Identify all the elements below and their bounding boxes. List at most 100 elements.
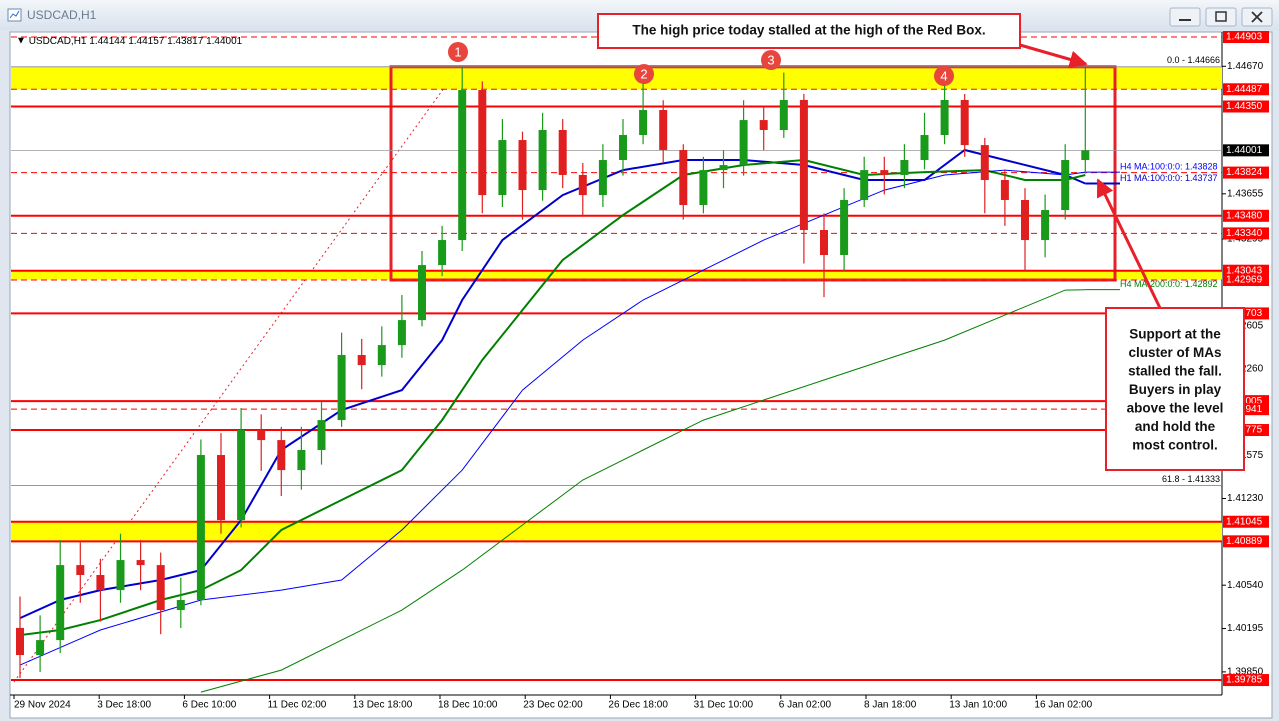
support-zone bbox=[11, 66, 1222, 90]
x-tick-label: 29 Nov 2024 bbox=[14, 700, 71, 711]
current-price-label: 1.44001 bbox=[1226, 145, 1263, 156]
support-zone bbox=[11, 270, 1222, 281]
level-label-bg bbox=[1223, 166, 1269, 179]
candle-body bbox=[458, 90, 467, 241]
candle-body bbox=[237, 430, 246, 521]
peak-marker bbox=[634, 64, 654, 84]
candle-body bbox=[880, 170, 889, 175]
candle-body bbox=[759, 120, 768, 130]
peak-marker-label: 3 bbox=[767, 52, 774, 67]
current-price-bg bbox=[1223, 144, 1269, 157]
level-label-bg bbox=[1223, 674, 1269, 687]
candle-body bbox=[1000, 179, 1009, 200]
y-tick-label: 1.43655 bbox=[1227, 188, 1264, 199]
candle-body bbox=[1041, 210, 1050, 241]
candle-body bbox=[16, 627, 24, 656]
candle-body bbox=[116, 560, 125, 591]
candle-body bbox=[337, 355, 346, 421]
level-label: 1.39785 bbox=[1226, 675, 1263, 686]
candle-body bbox=[779, 99, 788, 130]
candle-body bbox=[277, 440, 286, 471]
candle-body bbox=[196, 455, 205, 601]
y-tick-label: 1.42605 bbox=[1227, 320, 1264, 331]
level-label: 1.44903 bbox=[1226, 32, 1263, 43]
candle-body bbox=[1081, 150, 1090, 161]
level-label: 1.41045 bbox=[1226, 516, 1263, 527]
candle-body bbox=[56, 565, 65, 641]
candle-body bbox=[679, 149, 688, 206]
moving-average bbox=[19, 148, 1086, 620]
level-label-bg bbox=[1223, 227, 1269, 240]
annotation-line: above the level bbox=[1127, 401, 1224, 416]
candle-body bbox=[357, 355, 366, 366]
moving-average bbox=[19, 158, 1086, 637]
top-annotation: The high price today stalled at the high… bbox=[597, 13, 1088, 69]
candle-body bbox=[156, 565, 165, 611]
minimize-button[interactable] bbox=[1169, 7, 1201, 27]
annotation-line: cluster of MAs bbox=[1128, 345, 1221, 360]
x-tick-label: 8 Jan 18:00 bbox=[864, 700, 917, 711]
y-tick-label: 1.44670 bbox=[1227, 61, 1264, 72]
candle-body bbox=[659, 110, 668, 150]
candle-body bbox=[257, 430, 266, 441]
ohlc-close: 1.44001 bbox=[206, 36, 243, 47]
window-icon-glyph bbox=[9, 10, 20, 19]
x-tick-label: 23 Dec 02:00 bbox=[523, 700, 583, 711]
candle-body bbox=[799, 99, 808, 231]
y-tick-label: 1.40540 bbox=[1227, 580, 1264, 591]
fib-label: 61.8 - 1.41333 bbox=[1162, 474, 1220, 484]
level-label: 1.43043 bbox=[1226, 265, 1263, 276]
candle-body bbox=[980, 145, 989, 180]
candle-body bbox=[96, 575, 105, 591]
candle-body bbox=[297, 450, 306, 471]
maximize-button[interactable] bbox=[1205, 7, 1237, 27]
candle-body bbox=[699, 170, 708, 206]
candle-body bbox=[76, 565, 85, 576]
ohlc-open: 1.44144 bbox=[89, 36, 126, 47]
candle-body bbox=[940, 99, 949, 136]
x-tick-label: 18 Dec 10:00 bbox=[438, 700, 498, 711]
peak-marker bbox=[448, 42, 468, 62]
background-layer bbox=[11, 36, 1222, 682]
candle-body bbox=[920, 135, 929, 161]
candle-body bbox=[438, 240, 447, 266]
candle-body bbox=[418, 265, 426, 321]
y-tick-label: 1.41575 bbox=[1227, 450, 1264, 461]
candle-body bbox=[176, 600, 185, 611]
candle-body bbox=[397, 320, 406, 346]
level-label-bg bbox=[1223, 31, 1269, 44]
fib-label: 0.0 - 1.44666 bbox=[1167, 55, 1220, 65]
peak-markers: 1 2 3 4 bbox=[448, 42, 954, 86]
level-label-bg bbox=[1223, 264, 1269, 277]
x-tick-label: 13 Dec 18:00 bbox=[353, 700, 413, 711]
candle-body bbox=[1061, 160, 1070, 211]
moving-average bbox=[19, 169, 1086, 666]
level-label-bg bbox=[1223, 274, 1269, 287]
chart-header: ▼ USDCAD,H1 1.44144 1.44157 1.43817 1.44… bbox=[16, 36, 243, 47]
candle-body bbox=[820, 230, 828, 256]
peak-marker-label: 2 bbox=[640, 66, 647, 81]
peak-marker-label: 1 bbox=[454, 44, 461, 59]
annotation-line: stalled the fall. bbox=[1128, 364, 1222, 379]
level-label: 1.43824 bbox=[1226, 167, 1263, 178]
level-label: 1.40889 bbox=[1226, 536, 1263, 547]
candle-body bbox=[538, 129, 547, 191]
level-label-bg bbox=[1223, 100, 1269, 113]
candle-body bbox=[217, 455, 225, 521]
y-tick-label: 1.40195 bbox=[1227, 623, 1264, 634]
ma-label: H1 MA:100:0:0: 1.43737 bbox=[1120, 173, 1218, 183]
candle-body bbox=[36, 640, 45, 656]
level-label-bg bbox=[1223, 209, 1269, 222]
candle-body bbox=[960, 99, 969, 146]
level-label: 1.44487 bbox=[1226, 84, 1263, 95]
peak-marker bbox=[934, 66, 954, 86]
x-tick-label: 26 Dec 18:00 bbox=[608, 700, 668, 711]
candle-body bbox=[1021, 199, 1029, 241]
candle-body bbox=[478, 90, 487, 196]
annotation-text: The high price today stalled at the high… bbox=[632, 23, 985, 38]
close-button[interactable] bbox=[1241, 7, 1273, 27]
candle-body bbox=[558, 129, 567, 175]
candle-body bbox=[578, 174, 587, 196]
ma-label: H4 MA:200:0:0: 1.42892 bbox=[1120, 279, 1218, 289]
